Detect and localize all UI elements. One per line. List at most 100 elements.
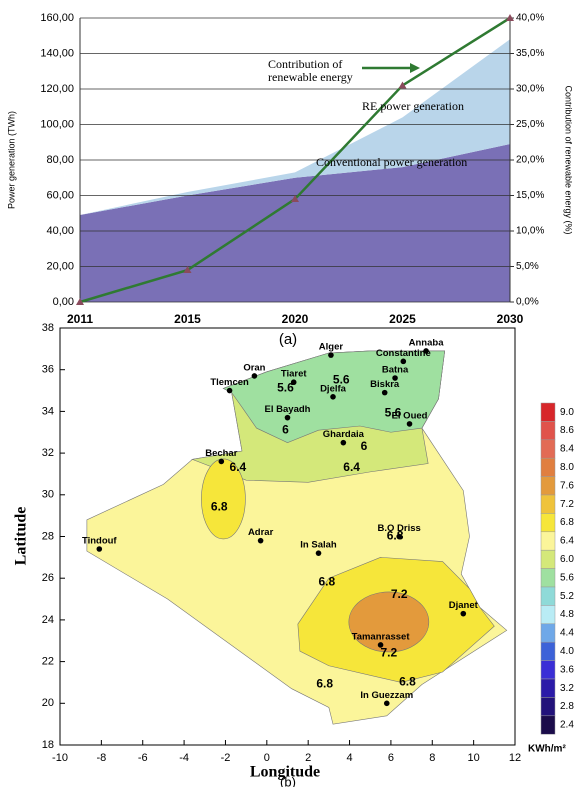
y-tick-label: 38 [42, 322, 54, 334]
city [284, 414, 291, 421]
colorbar-cell [540, 494, 556, 514]
x-tick-label: 6 [388, 752, 394, 764]
x-tick-label: 2 [305, 752, 311, 764]
x-tick-label: 2025 [389, 312, 416, 326]
y-tick-label: 36 [42, 364, 54, 376]
y-tick-label: 22 [42, 656, 54, 668]
y2-tick-label: 30,0% [516, 84, 544, 95]
city-label: Adrar [248, 527, 274, 538]
area [80, 39, 510, 216]
contour-label: 6.8 [318, 575, 335, 589]
city [251, 373, 258, 379]
y2-axis-label: Contribution of renewable energy (%) [564, 85, 574, 234]
city-label: El Bayadh [265, 404, 311, 415]
x-tick-label: -10 [52, 752, 68, 764]
y-tick-label: 160,00 [40, 12, 74, 24]
marker [398, 81, 407, 89]
y-tick-label: 20,00 [46, 260, 74, 272]
city [315, 550, 322, 556]
city [96, 546, 103, 552]
city-label: Bechar [205, 448, 238, 459]
y2-tick-label: 35,0% [516, 48, 544, 59]
city-label: Batna [382, 365, 409, 376]
colorbar-tick-label: 8.6 [560, 425, 574, 436]
colorbar-cell [540, 568, 556, 588]
colorbar-tick-label: 4.8 [560, 609, 574, 620]
colorbar-cell [540, 586, 556, 606]
region [201, 458, 246, 540]
city-label: Ghardaia [323, 429, 365, 440]
colorbar-cell [540, 421, 556, 441]
contour-label: 6 [282, 422, 289, 436]
city-label: Alger [319, 342, 344, 353]
contour-label: 7.2 [391, 587, 408, 601]
colorbar-cell [540, 457, 556, 477]
y-tick-label: 120,00 [40, 83, 74, 95]
colorbar-tick-label: 6.8 [560, 517, 574, 528]
city [328, 352, 334, 358]
colorbar-tick-label: 3.6 [560, 664, 574, 675]
city-label: Oran [243, 362, 265, 373]
city [377, 642, 384, 648]
region [348, 591, 430, 653]
marker [506, 14, 514, 21]
colorbar-tick-label: 2.8 [560, 701, 574, 712]
caption-b: (b) [280, 774, 296, 787]
city [406, 421, 413, 427]
x-axis-label: Longitude [250, 764, 320, 781]
annotation: Conventional power generation [316, 155, 468, 169]
colorbar-tick-label: 2.4 [560, 720, 574, 731]
contour-label: 6.8 [211, 499, 228, 513]
city [460, 610, 467, 617]
y-tick-label: 40,00 [46, 225, 74, 237]
city-label: B.O Driss [378, 523, 421, 534]
caption-a: (a) [279, 331, 297, 348]
x-tick-label: -4 [179, 752, 189, 764]
city [340, 439, 347, 446]
city [226, 387, 233, 394]
x-tick-label: 0 [264, 752, 270, 764]
y-tick-label: 20 [42, 697, 54, 709]
x-tick-label: -6 [138, 752, 148, 764]
colorbar-tick-label: 4.0 [560, 646, 574, 657]
contour-label: 6.8 [316, 677, 333, 691]
marker [76, 298, 84, 305]
contour-label: 5.6 [333, 372, 350, 386]
x-tick-label: 2030 [497, 312, 524, 326]
colorbar-cell [540, 605, 556, 625]
arrowhead [410, 63, 420, 73]
x-tick-label: -8 [96, 752, 106, 764]
city [257, 537, 264, 544]
x-tick-label: 2015 [174, 312, 201, 326]
contour-label: 6 [361, 439, 368, 453]
colorbar-tick-label: 5.2 [560, 591, 574, 602]
city [290, 379, 297, 386]
colorbar-cell [540, 439, 556, 459]
y2-tick-label: 20,0% [516, 155, 544, 166]
y2-tick-label: 0,0% [516, 297, 539, 308]
x-tick-label: 10 [468, 752, 480, 764]
y-axis-label: Power generation (TWh) [6, 111, 16, 209]
city-label: In Guezzam [360, 690, 413, 701]
city-label: Tiaret [281, 369, 308, 380]
city-label: In Salah [300, 540, 337, 551]
colorbar-tick-label: 4.4 [560, 628, 574, 639]
colorbar-cell [540, 623, 556, 643]
colorbar-tick-label: 7.6 [560, 480, 574, 491]
y-tick-label: 18 [42, 739, 54, 751]
colorbar-cell [540, 531, 556, 551]
city [383, 700, 390, 707]
y-tick-label: 34 [42, 405, 54, 417]
city-label: Biskra [370, 379, 400, 390]
contour-label: 6.4 [230, 460, 247, 474]
city-label: Constantine [376, 348, 431, 359]
y-tick-label: 80,00 [46, 154, 74, 166]
y2-tick-label: 5,0% [516, 261, 539, 272]
colorbar-tick-label: 5.6 [560, 572, 574, 583]
city-label: Tamanrasset [352, 631, 411, 642]
contour-label: 6.4 [343, 460, 360, 474]
x-tick-label: -2 [221, 752, 231, 764]
colorbar-tick-label: 8.4 [560, 444, 574, 455]
colorbar-tick-label: 3.2 [560, 683, 574, 694]
